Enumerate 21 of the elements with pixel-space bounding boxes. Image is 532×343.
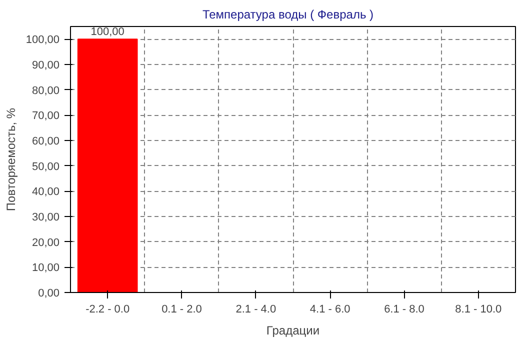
y-tick-label: 30,00 xyxy=(32,212,60,224)
y-tick-label: 100,00 xyxy=(26,34,60,46)
x-tick-label: 0.1 - 2.0 xyxy=(162,304,202,316)
x-tick-label: 4.1 - 6.0 xyxy=(310,304,350,316)
x-tick-label: 8.1 - 10.0 xyxy=(455,304,502,316)
y-tick-label: 50,00 xyxy=(32,160,60,173)
y-tick-label: 20,00 xyxy=(32,236,60,249)
y-tick-label: 60,00 xyxy=(32,136,60,148)
y-tick-label: 70,00 xyxy=(32,110,60,122)
x-axis-title: Градации xyxy=(266,324,320,338)
y-tick-label: 10,00 xyxy=(32,262,60,274)
x-tick-label: 2.1 - 4.0 xyxy=(236,304,276,316)
y-tick-label: 90,00 xyxy=(32,60,60,72)
y-tick-label: 40,00 xyxy=(32,186,60,198)
data-label: 100,00 xyxy=(90,26,124,38)
x-tick-label: -2.2 - 0.0 xyxy=(86,304,130,316)
y-tick-label: 0,00 xyxy=(38,288,60,300)
y-axis-title: Повторяемость, % xyxy=(4,108,18,212)
x-tick-label: 6.1 - 8.0 xyxy=(384,304,424,316)
y-tick-label: 80,00 xyxy=(32,84,60,97)
chart-title: Температура воды ( Февраль ) xyxy=(202,8,374,22)
